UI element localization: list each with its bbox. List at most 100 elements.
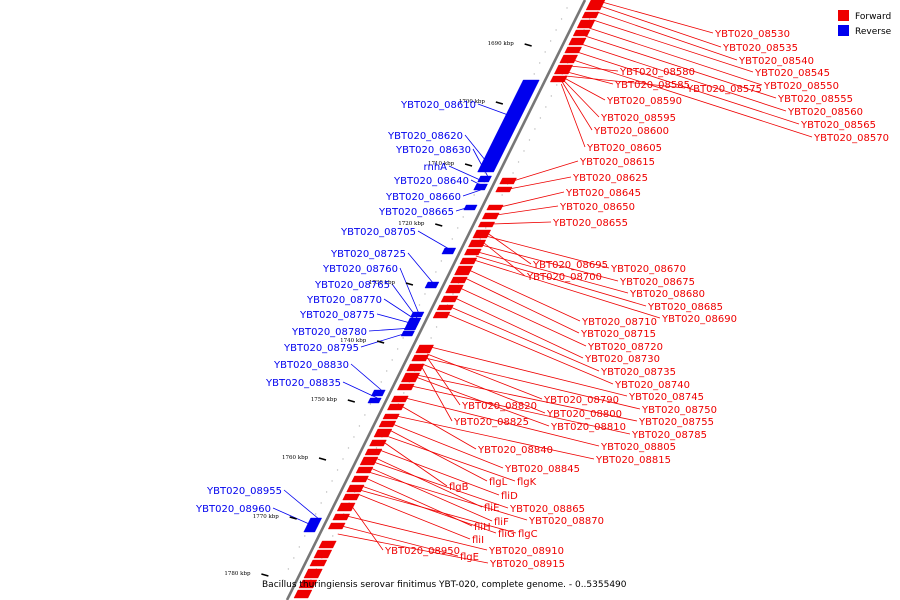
gene-feature: [332, 513, 351, 521]
kbp-tick-label: 1750 kbp: [311, 397, 338, 403]
gene-label-ybt020-08645: YBT020_08645: [565, 188, 641, 199]
guide-dot: [523, 150, 525, 152]
kbp-tick-label: 1780 kbp: [224, 571, 251, 577]
gene-label-ybt020-08755: YBT020_08755: [638, 417, 714, 428]
gene-feature: [411, 354, 429, 362]
kbp-tick-mark: [495, 101, 504, 105]
leader-line: [485, 235, 610, 269]
kbp-tick-label: 1710 kbp: [428, 161, 455, 167]
guide-dot: [336, 469, 339, 471]
kbp-tick-label: 1720 kbp: [398, 221, 425, 227]
kbp-tick-mark: [289, 516, 297, 520]
gene-feature: [400, 330, 415, 337]
legend-reverse-swatch: [838, 25, 849, 36]
gene-label-ybt020-08585: YBT020_08585: [614, 80, 690, 91]
kbp-tick-mark: [405, 282, 414, 286]
gene-label-ybt020-08545: YBT020_08545: [754, 68, 830, 79]
gene-feature: [568, 37, 587, 46]
gene-label-ybt020-08570: YBT020_08570: [813, 133, 889, 144]
leader-line: [473, 259, 661, 319]
gene-label-ybt020-08830: YBT020_08830: [273, 360, 349, 371]
leader-line: [581, 43, 787, 112]
kbp-tick-label: 1760 kbp: [282, 455, 309, 461]
guide-dot: [424, 293, 426, 295]
gene-label-flgl: flgL: [489, 477, 508, 488]
guide-dot: [391, 359, 393, 361]
gene-label-ybt020-08530: YBT020_08530: [714, 29, 790, 40]
guide-dot: [451, 238, 453, 240]
guide-dot: [435, 271, 437, 273]
gene-label-flig: fliG: [498, 529, 515, 540]
leader-line: [399, 267, 420, 315]
guide-dot: [287, 568, 290, 570]
gene-label-ybt020-08775: YBT020_08775: [299, 310, 375, 321]
gene-label-ybt020-08595: YBT020_08595: [600, 113, 676, 124]
gene-label-ybt020-08555: YBT020_08555: [777, 94, 853, 105]
gene-label-ybt020-08705: YBT020_08705: [340, 227, 416, 238]
gene-label-ybt020-08720: YBT020_08720: [587, 342, 663, 353]
gene-feature: [306, 517, 323, 527]
gene-feature: [576, 19, 596, 29]
gene-feature: [293, 589, 313, 599]
leader-line: [584, 35, 777, 99]
gene-label-ybt020-08690: YBT020_08690: [661, 314, 737, 325]
leader-line: [405, 397, 600, 447]
guide-dot: [534, 128, 536, 130]
guide-dot: [369, 403, 372, 405]
gene-label-ybt020-08560: YBT020_08560: [787, 107, 863, 118]
gene-label-ybt020-08795: YBT020_08795: [283, 343, 359, 354]
leader-line: [560, 83, 586, 148]
leader-line: [454, 297, 584, 359]
leader-line: [564, 77, 606, 101]
gene-feature: [400, 372, 421, 383]
gene-label-flge: flgE: [460, 552, 479, 563]
gene-feature: [351, 475, 369, 483]
gene-feature: [432, 311, 451, 319]
guide-dot: [555, 29, 557, 31]
gene-feature: [359, 456, 379, 466]
gene-label-ybt020-08870: YBT020_08870: [528, 516, 604, 527]
leader-line: [448, 165, 485, 183]
gene-label-flii: fliI: [472, 535, 484, 546]
leader-line: [468, 269, 581, 322]
leader-line: [570, 65, 619, 72]
gene-feature: [369, 439, 387, 447]
guide-dot: [386, 370, 388, 372]
gene-label-ybt020-08820: YBT020_08820: [461, 401, 537, 412]
guide-dot: [556, 84, 558, 86]
gene-features: [293, 0, 606, 599]
gene-feature: [391, 395, 409, 403]
guide-dot: [325, 491, 328, 493]
leader-line: [427, 353, 543, 400]
gene-label-ybt020-08835: YBT020_08835: [265, 378, 341, 389]
gene-label-ybt020-08685: YBT020_08685: [647, 302, 723, 313]
legend-reverse-label: Reverse: [855, 27, 892, 37]
guide-dot: [566, 7, 568, 9]
gene-feature: [406, 317, 422, 325]
gene-feature: [355, 466, 374, 474]
gene-label-ybt020-08550: YBT020_08550: [763, 81, 839, 92]
guide-dot: [358, 425, 361, 427]
gene-feature: [559, 54, 579, 64]
leader-line: [481, 244, 619, 282]
guide-dot: [545, 106, 547, 108]
gene-label-ybt020-08540: YBT020_08540: [738, 56, 814, 67]
gene-feature: [440, 295, 459, 303]
kbp-tick-label: 1700 kbp: [459, 99, 486, 105]
gene-label-ybt020-08630: YBT020_08630: [395, 145, 471, 156]
guide-dot: [512, 172, 514, 174]
leader-line: [459, 287, 587, 347]
gene-label-ybt020-08800: YBT020_08800: [546, 409, 622, 420]
gene-feature: [463, 204, 478, 211]
gene-label-ybt020-08910: YBT020_08910: [488, 546, 564, 557]
gene-label-ybt020-08810: YBT020_08810: [550, 422, 626, 433]
leader-line: [341, 525, 459, 557]
leader-line: [477, 251, 629, 294]
guide-dot: [528, 139, 531, 141]
leader-line: [283, 489, 318, 519]
kbp-tick-label: 1730 kbp: [369, 280, 396, 286]
gene-label-ybt020-08665: YBT020_08665: [378, 207, 454, 218]
gene-feature: [313, 549, 333, 559]
gene-label-ybt020-08610: YBT020_08610: [400, 100, 476, 111]
kbp-tick-mark: [318, 457, 327, 461]
